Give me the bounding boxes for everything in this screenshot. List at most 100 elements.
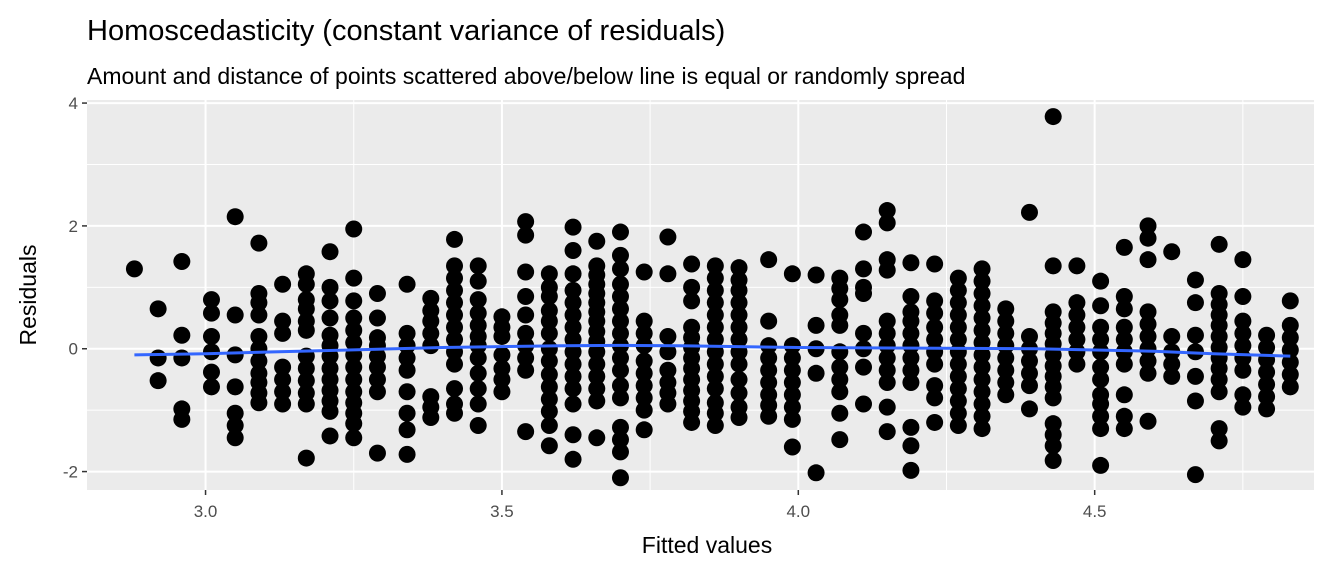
data-point	[398, 404, 416, 422]
data-point	[1139, 364, 1157, 382]
data-point	[831, 404, 849, 422]
data-point	[902, 288, 920, 306]
data-point	[1020, 352, 1038, 370]
data-point	[973, 358, 991, 376]
data-point	[1092, 272, 1110, 290]
data-point	[297, 300, 315, 318]
data-point	[368, 370, 386, 388]
data-point	[783, 410, 801, 428]
data-point	[345, 370, 363, 388]
y-axis-title: Residuals	[15, 245, 41, 346]
data-point	[1186, 466, 1204, 484]
data-point	[1044, 108, 1062, 126]
data-point	[783, 438, 801, 456]
data-point	[540, 324, 558, 342]
data-point	[878, 202, 896, 220]
data-point	[1139, 352, 1157, 370]
data-point	[446, 269, 464, 287]
data-point	[902, 337, 920, 355]
data-point	[564, 450, 582, 468]
data-point	[1139, 217, 1157, 235]
data-point	[1092, 420, 1110, 438]
data-point	[1186, 392, 1204, 410]
data-point	[878, 312, 896, 330]
data-point	[173, 326, 191, 344]
data-point	[422, 337, 440, 355]
data-point	[345, 292, 363, 310]
data-point	[1020, 203, 1038, 221]
data-point	[1163, 327, 1181, 345]
data-point	[730, 409, 748, 427]
data-point	[706, 306, 724, 324]
data-point	[1234, 386, 1252, 404]
data-point	[274, 395, 292, 413]
data-point	[1044, 452, 1062, 470]
data-point	[446, 230, 464, 248]
data-point	[949, 318, 967, 336]
data-point	[1210, 420, 1228, 438]
plot-panel	[87, 100, 1314, 490]
data-point	[1020, 327, 1038, 345]
data-point	[807, 364, 825, 382]
data-point	[540, 390, 558, 408]
data-point	[611, 275, 629, 293]
data-point	[1068, 306, 1086, 324]
data-point	[878, 349, 896, 367]
data-point	[926, 255, 944, 273]
data-point	[422, 324, 440, 342]
data-point	[855, 260, 873, 278]
data-point	[949, 355, 967, 373]
data-point	[783, 386, 801, 404]
data-point	[173, 253, 191, 271]
data-point	[831, 358, 849, 376]
x-axis-title: Fitted values	[642, 532, 772, 558]
data-point	[706, 281, 724, 299]
data-point	[564, 426, 582, 444]
data-point	[760, 312, 778, 330]
data-point	[321, 309, 339, 327]
data-point	[783, 361, 801, 379]
data-point	[973, 346, 991, 364]
data-point	[446, 380, 464, 398]
data-point	[706, 294, 724, 312]
data-point	[202, 327, 220, 345]
data-point	[1115, 386, 1133, 404]
data-point	[1092, 331, 1110, 349]
data-point	[902, 361, 920, 379]
data-point	[902, 324, 920, 342]
data-point	[855, 223, 873, 241]
x-tick-label: 3.0	[194, 502, 218, 521]
y-tick-label: 0	[69, 340, 78, 359]
data-point	[760, 349, 778, 367]
data-point	[807, 316, 825, 334]
data-point	[588, 367, 606, 385]
data-point	[1258, 339, 1276, 357]
data-point	[611, 246, 629, 264]
data-point	[683, 292, 701, 310]
data-point	[611, 431, 629, 449]
data-point	[1281, 353, 1299, 371]
data-point	[564, 218, 582, 236]
data-point	[949, 392, 967, 410]
data-point	[493, 383, 511, 401]
data-point	[446, 355, 464, 373]
data-point	[973, 260, 991, 278]
data-point	[588, 343, 606, 361]
data-point	[949, 331, 967, 349]
data-point	[345, 334, 363, 352]
data-point	[1281, 366, 1299, 384]
data-point	[997, 374, 1015, 392]
data-point	[635, 263, 653, 281]
data-point	[588, 429, 606, 447]
data-point	[297, 449, 315, 467]
data-point	[997, 312, 1015, 330]
data-point	[1139, 229, 1157, 247]
data-point	[926, 318, 944, 336]
data-point	[926, 304, 944, 322]
data-point	[831, 343, 849, 361]
data-point	[926, 292, 944, 310]
data-point	[1092, 407, 1110, 425]
data-point	[706, 367, 724, 385]
data-point	[973, 284, 991, 302]
data-point	[345, 220, 363, 238]
